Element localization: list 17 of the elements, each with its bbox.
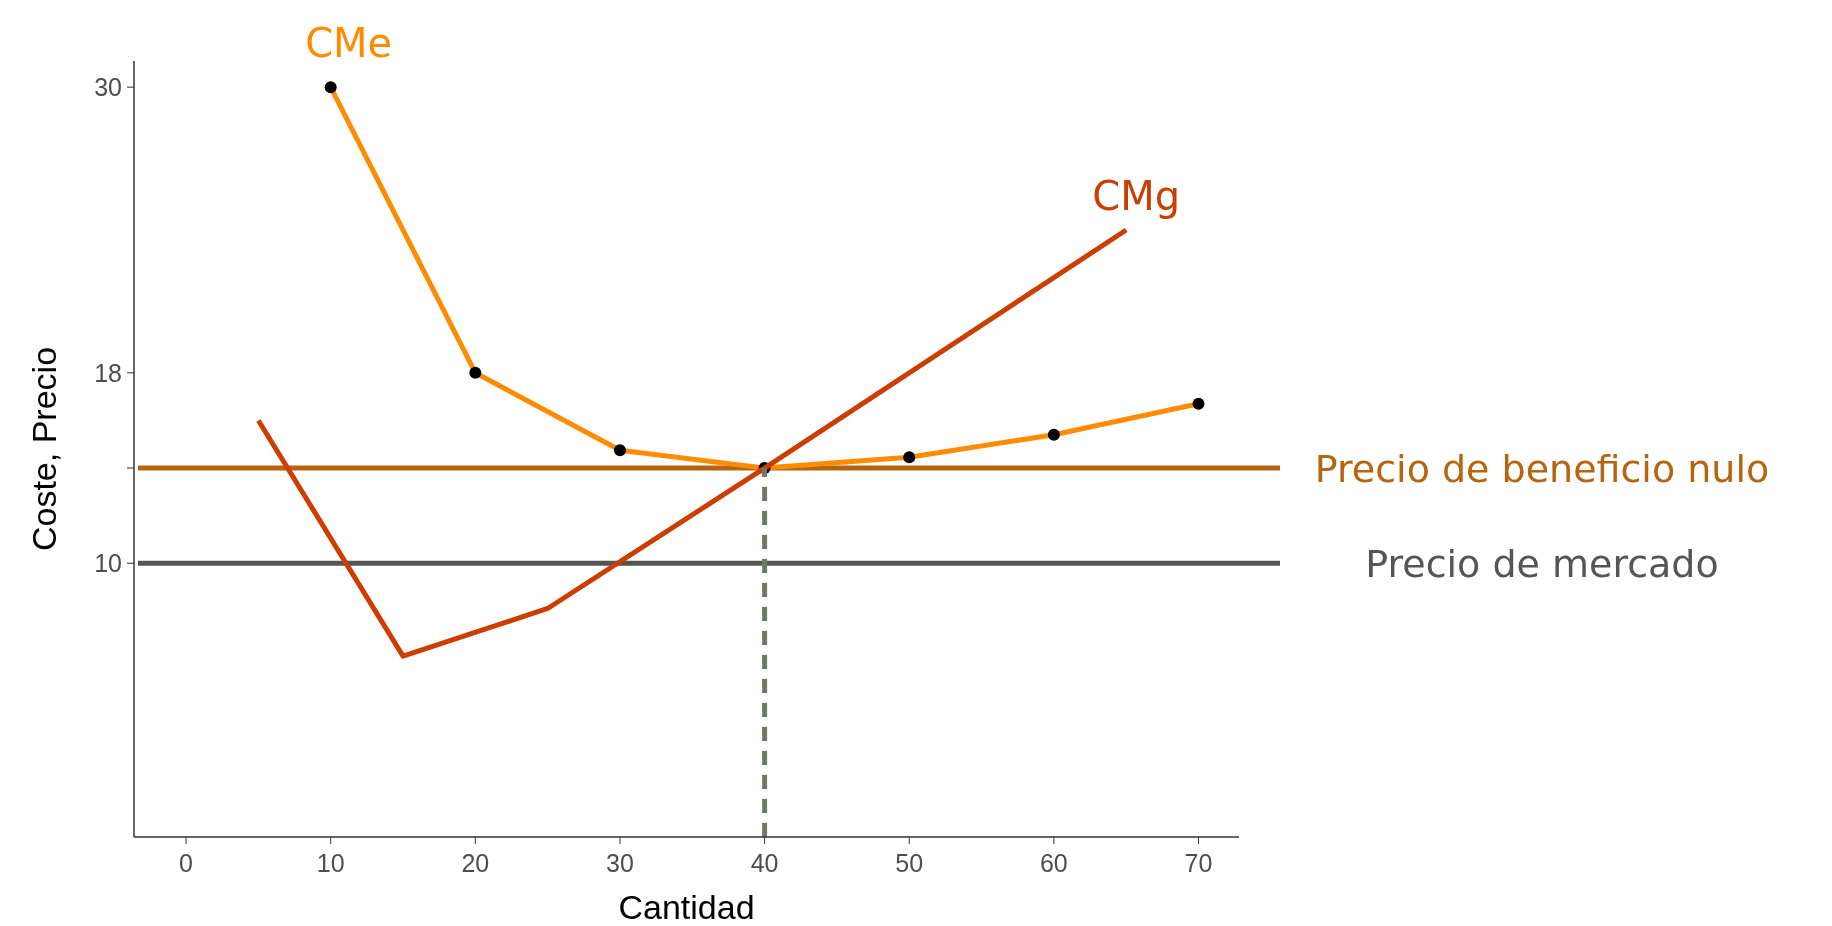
series-label: CMe	[305, 20, 393, 67]
y-tick-label: 30	[94, 73, 122, 102]
x-tick-label: 60	[1039, 849, 1068, 877]
ref-line-label: Precio de beneficio nulo	[1314, 447, 1770, 492]
x-axis-title: Cantidad	[618, 888, 755, 926]
y-axis-title: Coste, Precio	[25, 346, 63, 552]
x-tick-label: 30	[606, 849, 634, 877]
x-tick-label: 0	[179, 849, 194, 877]
x-tick-label: 40	[750, 849, 779, 877]
x-tick-label: 10	[316, 849, 345, 877]
x-tick-label: 20	[461, 849, 490, 877]
ref-line-label: Precio de mercado	[1365, 542, 1719, 587]
series-label: CMg	[1092, 173, 1181, 220]
y-tick-label: 18	[94, 358, 122, 387]
x-tick-label: 50	[895, 849, 924, 877]
x-tick-label: 70	[1184, 849, 1213, 877]
y-tick-label: 10	[94, 549, 122, 578]
